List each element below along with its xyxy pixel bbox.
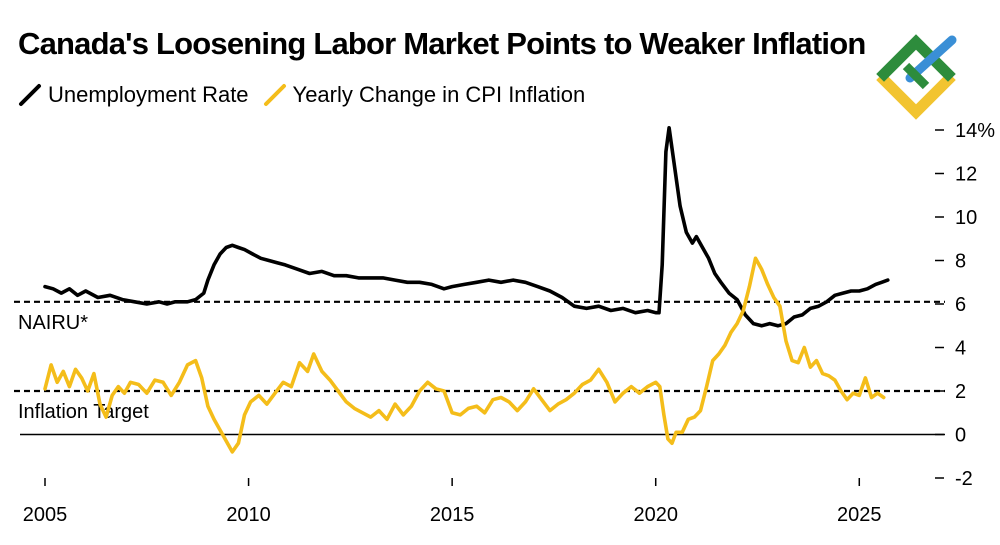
legend-swatch-cpi — [263, 84, 286, 106]
x-tick-label: 2020 — [633, 504, 678, 526]
y-tick-label: 6 — [955, 294, 966, 316]
watermark-logo-icon — [876, 34, 957, 120]
y-tick-label: 2 — [955, 381, 966, 403]
y-tick-label: 12 — [955, 164, 977, 186]
y-tick-label: -2 — [955, 468, 973, 490]
legend-label-cpi: Yearly Change in CPI Inflation — [292, 82, 586, 107]
y-tick-label: 14% — [955, 120, 995, 142]
legend-item-unemployment: Unemployment Rate — [18, 82, 249, 108]
y-tick-label: 0 — [955, 425, 966, 447]
legend-label-unemployment: Unemployment Rate — [48, 82, 249, 107]
legend-item-cpi: Yearly Change in CPI Inflation — [263, 82, 586, 108]
x-tick-label: 2025 — [837, 504, 882, 526]
series-line-cpi-inflation — [43, 256, 886, 454]
legend-swatch-unemployment — [19, 84, 41, 106]
reference-line-label: Inflation Target — [18, 401, 149, 423]
x-tick-label: 2010 — [226, 504, 271, 526]
x-tick-label: 2005 — [23, 504, 68, 526]
x-tick-label: 2015 — [430, 504, 475, 526]
reference-line-label: NAIRU* — [18, 312, 88, 334]
y-tick-label: 8 — [955, 251, 966, 273]
chart-title: Canada's Loosening Labor Market Points t… — [18, 26, 866, 61]
y-tick-label: 10 — [955, 207, 977, 229]
series-line-unemployment — [43, 126, 890, 328]
y-tick-label: 4 — [955, 338, 966, 360]
legend: Unemployment Rate Yearly Change in CPI I… — [18, 82, 599, 108]
